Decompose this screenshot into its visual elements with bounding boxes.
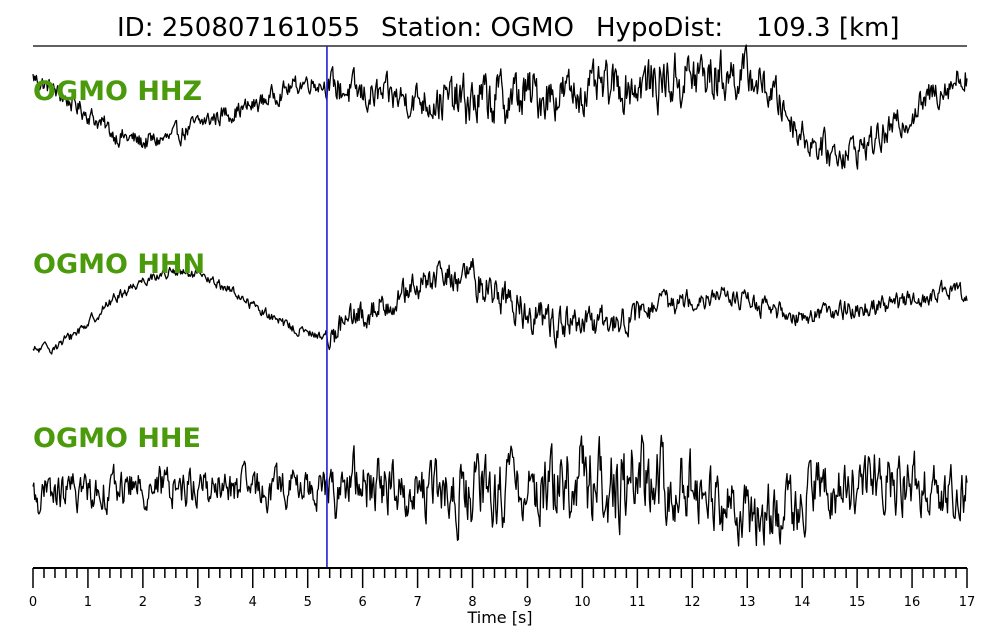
x-tick-label: 3 <box>194 595 202 610</box>
x-tick-label: 4 <box>249 595 257 610</box>
x-tick-label: 13 <box>739 595 756 610</box>
x-tick-label: 16 <box>904 595 921 610</box>
x-tick-label: 7 <box>413 595 421 610</box>
hypocentral-distance: HypoDist: 109.3 [km] <box>596 13 900 43</box>
channel-label-hhz: OGMO HHZ <box>33 76 202 107</box>
time-axis-label: Time [s] <box>466 608 532 627</box>
x-tick-label: 0 <box>29 595 37 610</box>
time-axis: 0 1 2 3 4 5 6 7 8 9 10 11 12 13 14 15 16 17 <box>29 567 976 610</box>
station-name: Station: OGMO <box>381 13 574 43</box>
waveform-ogmo-hhz <box>32 44 968 170</box>
x-tick-label: 2 <box>139 595 147 610</box>
x-tick-label: 15 <box>849 595 866 610</box>
trace-panels <box>32 44 968 547</box>
x-tick-label: 6 <box>359 595 367 610</box>
waveform-ogmo-hhe <box>32 434 968 547</box>
x-tick-label: 9 <box>523 595 531 610</box>
x-tick-label: 12 <box>684 595 701 610</box>
channel-label-hhn: OGMO HHN <box>33 249 205 280</box>
waveform-ogmo-hhn <box>32 257 968 355</box>
channel-label-hhe: OGMO HHE <box>33 423 201 454</box>
x-tick-label: 5 <box>304 595 312 610</box>
x-tick-label: 10 <box>574 595 591 610</box>
x-tick-label: 1 <box>84 595 92 610</box>
x-tick-label: 8 <box>468 595 476 610</box>
x-tick-label: 17 <box>959 595 976 610</box>
event-id: ID: 250807161055 <box>117 13 360 43</box>
x-tick-label: 14 <box>794 595 811 610</box>
x-tick-label: 11 <box>629 595 646 610</box>
